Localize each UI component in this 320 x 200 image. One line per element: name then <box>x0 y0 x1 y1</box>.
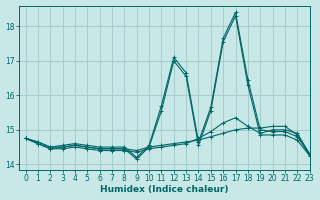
X-axis label: Humidex (Indice chaleur): Humidex (Indice chaleur) <box>100 185 229 194</box>
